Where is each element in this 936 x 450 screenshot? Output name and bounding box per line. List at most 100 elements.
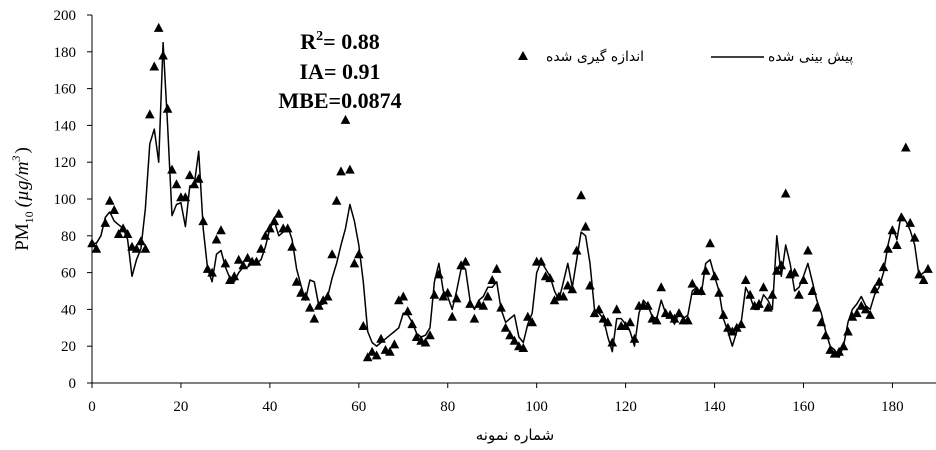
- measured-point: [358, 321, 369, 330]
- measured-point: [603, 317, 613, 327]
- measured-point: [865, 309, 875, 319]
- y-axis-title: PM10(µg/m3): [9, 147, 36, 251]
- measured-point: [545, 273, 555, 283]
- measured-point: [487, 275, 497, 284]
- legend-triangle-marker: [518, 51, 528, 60]
- measured-point: [869, 284, 880, 294]
- y-tick-label: 200: [54, 8, 77, 24]
- measured-point: [145, 109, 155, 119]
- measured-point: [656, 282, 666, 292]
- measured-point: [918, 275, 929, 284]
- measured-point: [852, 308, 862, 318]
- measured-point: [723, 322, 733, 332]
- measured-point: [105, 195, 115, 205]
- measured-point: [291, 276, 302, 286]
- measured-point: [718, 309, 729, 319]
- y-tick-label: 180: [54, 45, 77, 61]
- measured-point: [714, 287, 724, 297]
- measured-point: [700, 265, 711, 275]
- measured-point: [620, 321, 631, 330]
- measured-point: [153, 22, 164, 32]
- measured-point: [345, 164, 355, 174]
- measured-point: [193, 173, 204, 183]
- measured-point: [434, 269, 444, 279]
- x-tick-label: 120: [614, 399, 637, 415]
- measured-point: [411, 332, 422, 341]
- measured-point: [149, 61, 160, 71]
- measured-point: [336, 166, 346, 176]
- measured-point: [589, 308, 600, 318]
- measured-point: [331, 195, 342, 205]
- measured-point: [878, 262, 889, 272]
- measured-point: [905, 217, 915, 227]
- measured-point: [901, 142, 911, 152]
- stat-r2: R2= 0.88: [300, 29, 379, 54]
- measured-point: [496, 302, 506, 312]
- y-tick-label: 20: [61, 339, 76, 355]
- measured-point: [451, 293, 462, 303]
- measured-point: [189, 179, 200, 189]
- measured-point: [242, 252, 253, 262]
- measured-point: [327, 249, 337, 259]
- measured-point: [349, 258, 360, 268]
- measured-point: [571, 245, 582, 255]
- measured-point: [367, 346, 377, 356]
- measured-point: [549, 295, 560, 305]
- measured-point: [798, 275, 809, 284]
- measured-point: [536, 256, 546, 266]
- measured-point: [611, 304, 622, 314]
- measured-point: [772, 265, 782, 275]
- measured-point: [180, 192, 191, 202]
- y-tick-label: 100: [54, 192, 77, 208]
- measured-point: [131, 243, 142, 253]
- x-tick-label: 40: [262, 399, 277, 415]
- stat-mbe: MBE=0.0874: [278, 88, 401, 113]
- measured-point: [185, 170, 195, 180]
- measured-point: [362, 352, 373, 362]
- measured-point: [651, 315, 662, 325]
- measured-point: [287, 241, 297, 251]
- measured-point: [87, 238, 97, 248]
- measured-point: [794, 289, 804, 299]
- measured-point: [523, 311, 533, 321]
- measured-point: [847, 311, 858, 321]
- measured-point: [398, 291, 409, 301]
- measured-point: [758, 282, 769, 292]
- measured-point: [767, 289, 778, 299]
- x-tick-label: 140: [703, 399, 726, 415]
- measured-point: [296, 287, 306, 297]
- measured-point: [229, 271, 240, 281]
- measured-point: [100, 217, 111, 227]
- measured-point: [763, 302, 773, 312]
- measured-point: [892, 240, 902, 249]
- measured-point: [233, 254, 244, 264]
- measured-point: [260, 230, 271, 240]
- measured-point: [625, 317, 635, 327]
- measured-point: [122, 229, 133, 238]
- y-tick-label: 140: [54, 118, 77, 134]
- measured-point: [162, 103, 173, 113]
- measured-point: [354, 249, 364, 259]
- measured-point: [776, 260, 787, 270]
- measured-point: [816, 317, 827, 327]
- measured-point: [385, 346, 395, 356]
- x-tick-label: 100: [525, 399, 548, 415]
- measured-point: [629, 333, 640, 343]
- measured-point: [732, 322, 742, 332]
- y-tick-label: 40: [61, 302, 76, 318]
- measured-point: [558, 291, 569, 301]
- y-tick-label: 160: [54, 82, 77, 98]
- measured-point: [576, 190, 586, 200]
- measured-point: [211, 234, 222, 244]
- y-tick-label: 120: [54, 155, 77, 171]
- measured-point: [478, 300, 489, 310]
- measured-point: [274, 208, 284, 218]
- measured-point: [825, 344, 835, 354]
- measured-point: [371, 350, 382, 360]
- measured-point: [740, 275, 751, 284]
- measured-point: [567, 284, 578, 294]
- measured-point: [447, 311, 457, 321]
- measured-point: [856, 300, 867, 310]
- measured-point: [789, 267, 800, 277]
- measured-point: [265, 223, 275, 233]
